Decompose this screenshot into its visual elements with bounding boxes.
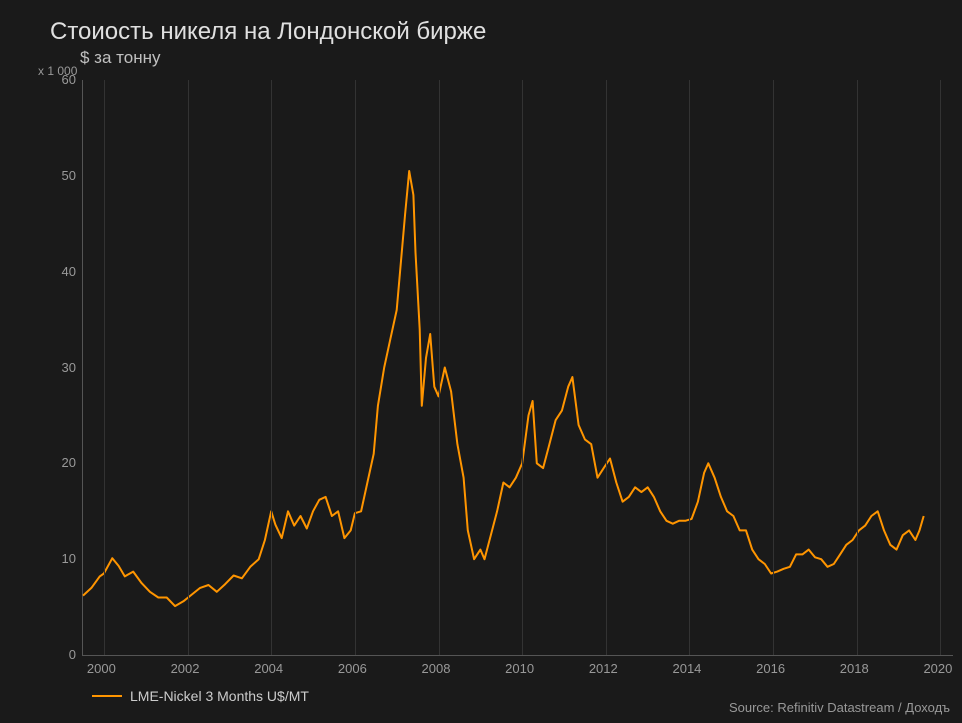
gridline-vertical <box>188 80 189 655</box>
y-tick-label: 20 <box>62 455 76 470</box>
x-tick-label: 2002 <box>171 661 200 676</box>
x-tick-label: 2004 <box>254 661 283 676</box>
x-tick-label: 2010 <box>505 661 534 676</box>
gridline-vertical <box>940 80 941 655</box>
x-tick-label: 2020 <box>923 661 952 676</box>
gridline-vertical <box>606 80 607 655</box>
x-tick-label: 2012 <box>589 661 618 676</box>
gridline-vertical <box>104 80 105 655</box>
source-attribution: Source: Refinitiv Datastream / Доходъ <box>729 700 950 715</box>
legend-label: LME-Nickel 3 Months U$/MT <box>130 688 309 704</box>
price-series-line <box>83 80 953 655</box>
gridline-vertical <box>355 80 356 655</box>
gridline-vertical <box>271 80 272 655</box>
y-tick-label: 10 <box>62 551 76 566</box>
gridline-vertical <box>857 80 858 655</box>
x-tick-label: 2014 <box>672 661 701 676</box>
nickel-price-chart: { "title": "Стоиость никеля на Лондонско… <box>0 0 962 723</box>
gridline-vertical <box>773 80 774 655</box>
x-tick-label: 2016 <box>756 661 785 676</box>
x-tick-label: 2006 <box>338 661 367 676</box>
chart-title: Стоиость никеля на Лондонской бирже <box>50 18 486 46</box>
gridline-vertical <box>522 80 523 655</box>
y-tick-label: 60 <box>62 72 76 87</box>
gridline-vertical <box>439 80 440 655</box>
x-tick-label: 2018 <box>840 661 869 676</box>
chart-subtitle: $ за тонну <box>80 48 160 68</box>
x-tick-label: 2000 <box>87 661 116 676</box>
x-tick-label: 2008 <box>422 661 451 676</box>
y-tick-label: 40 <box>62 264 76 279</box>
plot-area <box>82 80 953 656</box>
legend-swatch <box>92 695 122 697</box>
y-tick-label: 30 <box>62 360 76 375</box>
gridline-vertical <box>689 80 690 655</box>
y-tick-label: 50 <box>62 168 76 183</box>
legend: LME-Nickel 3 Months U$/MT <box>92 688 309 704</box>
y-tick-label: 0 <box>69 647 76 662</box>
